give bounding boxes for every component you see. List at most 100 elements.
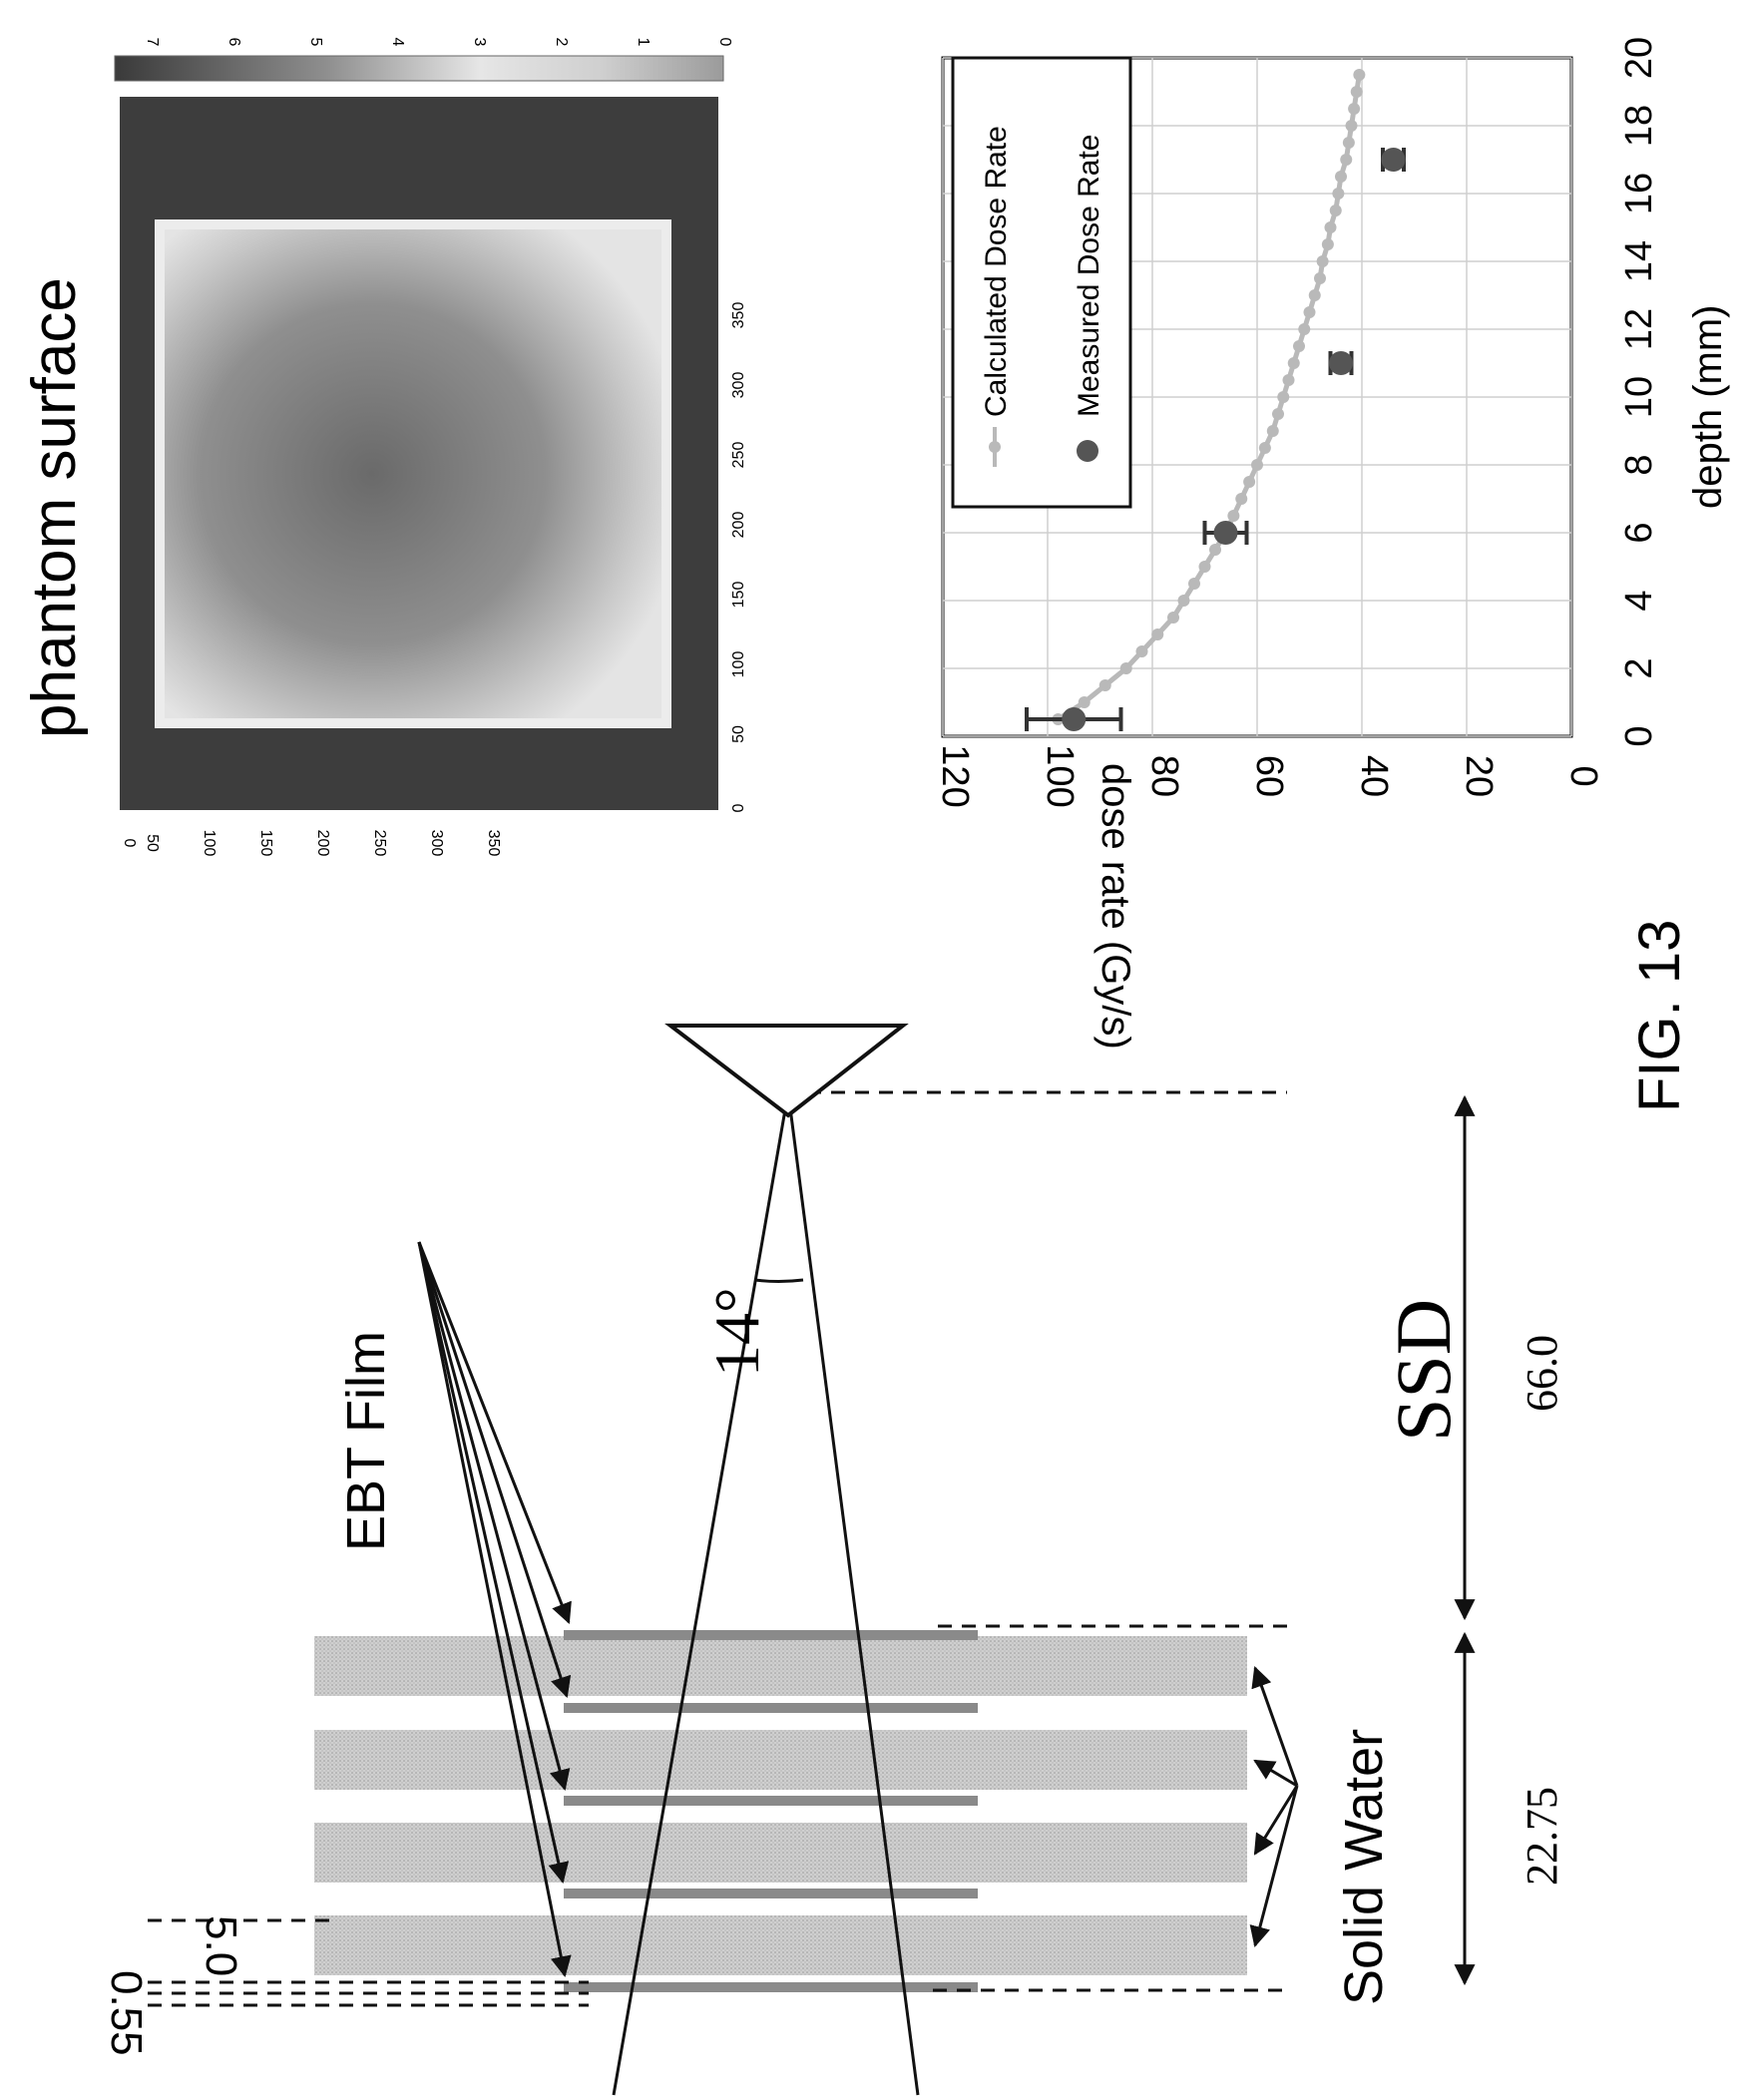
film-y-tick-label: 200 bbox=[314, 830, 331, 857]
colorbar-tick-label: 7 bbox=[144, 38, 161, 47]
chart-y-tick-label: 120 bbox=[934, 744, 976, 807]
chart-y-tick-label: 40 bbox=[1353, 755, 1395, 797]
ebt-film bbox=[564, 1703, 978, 1713]
measured-dose-point bbox=[1213, 521, 1238, 545]
calculated-dose-point bbox=[1235, 493, 1248, 505]
calculated-dose-point bbox=[1293, 340, 1305, 352]
chart-x-tick-label: 6 bbox=[1618, 522, 1660, 543]
film-image-title: phantom surface bbox=[20, 277, 89, 738]
reference-lines bbox=[148, 1090, 1287, 2007]
chart-y-tick-label: 0 bbox=[1562, 765, 1604, 786]
colorbar-tick-label: 0 bbox=[716, 38, 733, 47]
legend-calculated-label: Calculated Dose Rate bbox=[980, 126, 1013, 417]
solid-water-slab bbox=[314, 1730, 1247, 1790]
film-image-exposed-field bbox=[155, 219, 671, 728]
legend-measured-marker bbox=[1077, 440, 1098, 462]
calculated-dose-point bbox=[1298, 323, 1311, 335]
calculated-dose-point bbox=[1151, 629, 1164, 640]
legend-calculated-marker bbox=[989, 441, 1001, 453]
ebt-film bbox=[564, 1982, 978, 1992]
colorbar-tick-label: 6 bbox=[225, 38, 242, 47]
chart-y-tick-label: 80 bbox=[1143, 755, 1185, 797]
ssd-label: SSD bbox=[1380, 1299, 1467, 1442]
chart-x-axis-label: depth (mm) bbox=[1686, 305, 1730, 510]
solid-water-slab bbox=[314, 1915, 1247, 1975]
chart-y-tick-label: 60 bbox=[1248, 755, 1290, 797]
calculated-dose-point bbox=[1345, 120, 1358, 132]
calculated-dose-point bbox=[1119, 662, 1132, 674]
film-thickness-label: 0.55 bbox=[102, 1970, 151, 2056]
colorbar-tick-label: 2 bbox=[553, 38, 570, 47]
film-y-tick-label: 300 bbox=[428, 830, 445, 857]
colorbar-tick-label: 5 bbox=[307, 38, 324, 47]
calculated-dose-point bbox=[1329, 205, 1342, 216]
chart-legend-box bbox=[951, 56, 1132, 509]
calculated-dose-point bbox=[1303, 306, 1316, 318]
chart-x-tick-label: 20 bbox=[1618, 37, 1660, 79]
film-x-tick-label: 0 bbox=[730, 803, 747, 812]
chart-y-ticks: 0 20 40 60 80 100 120 bbox=[934, 744, 1604, 807]
film-x-tick-label: 100 bbox=[730, 651, 747, 678]
calculated-dose-point bbox=[1272, 408, 1284, 420]
calculated-dose-point bbox=[1314, 272, 1326, 284]
colorbar-tick-label: 4 bbox=[389, 38, 406, 47]
beam-angle-label: 14° bbox=[701, 1287, 772, 1377]
chart-y-tick-label: 20 bbox=[1458, 755, 1500, 797]
calculated-dose-point bbox=[1324, 221, 1337, 233]
calculated-dose-point bbox=[1287, 357, 1300, 369]
film-y-tick-label: 150 bbox=[257, 830, 274, 857]
beam-angle-arc bbox=[754, 1278, 804, 1283]
film-x-tick-label: 50 bbox=[730, 725, 747, 743]
calculated-dose-point bbox=[1350, 86, 1363, 98]
colorbar-tick-label: 1 bbox=[635, 38, 652, 47]
solid-water-slabs bbox=[314, 1636, 1247, 1975]
calculated-dose-point bbox=[1282, 374, 1295, 386]
ssd-value: 66.0 bbox=[1518, 1335, 1566, 1412]
ebt-films bbox=[564, 1630, 978, 1992]
calculated-dose-point bbox=[1332, 188, 1345, 200]
calculated-dose-point bbox=[1335, 171, 1347, 183]
calculated-dose-point bbox=[1098, 679, 1111, 691]
measured-dose-point bbox=[1381, 148, 1406, 172]
film-colorbar bbox=[114, 55, 724, 82]
calculated-dose-point bbox=[1078, 696, 1091, 708]
calculated-dose-point bbox=[1227, 510, 1240, 522]
film-x-tick-label: 300 bbox=[730, 372, 747, 399]
depth-value: 22.75 bbox=[1518, 1787, 1566, 1886]
chart-y-tick-label: 100 bbox=[1039, 744, 1081, 807]
film-x-tick-label: 250 bbox=[730, 442, 747, 469]
ebt-film-label: EBT Film bbox=[336, 1331, 396, 1551]
figure-label: FIG. 13 bbox=[1627, 920, 1692, 1112]
film-y-tick-label: 250 bbox=[371, 830, 388, 857]
measured-dose-point bbox=[1062, 707, 1087, 731]
chart-x-tick-label: 14 bbox=[1618, 240, 1660, 282]
calculated-dose-point bbox=[1243, 476, 1256, 488]
calculated-dose-point bbox=[1316, 255, 1329, 267]
slab-thickness-label: 5.0 bbox=[197, 1915, 245, 1976]
calculated-dose-point bbox=[1209, 544, 1221, 556]
film-y-tick-label: 350 bbox=[485, 830, 502, 857]
chart-series bbox=[1025, 69, 1406, 731]
calculated-dose-point bbox=[1308, 289, 1321, 301]
legend-measured-label: Measured Dose Rate bbox=[1073, 135, 1105, 417]
chart-x-tick-label: 18 bbox=[1618, 105, 1660, 147]
calculated-dose-point bbox=[1266, 425, 1279, 437]
calculated-dose-point bbox=[1258, 442, 1271, 454]
solid-water-slab bbox=[314, 1823, 1247, 1883]
film-y-tick-label: 100 bbox=[201, 830, 218, 857]
solid-water-label: Solid Water bbox=[1334, 1729, 1394, 2005]
calculated-dose-point bbox=[1277, 391, 1290, 403]
ebt-pointer-arrows bbox=[417, 1241, 572, 1978]
film-image-y-ticks: 50 100 150 200 250 300 350 0 bbox=[121, 830, 502, 857]
chart-x-tick-label: 2 bbox=[1618, 657, 1660, 678]
film-x-tick-label: 150 bbox=[730, 582, 747, 609]
film-y-tick-label: 0 bbox=[121, 839, 138, 848]
calculated-dose-point bbox=[1188, 578, 1200, 590]
dose-rate-chart: 0 2 4 6 8 10 12 14 16 18 20 0 20 40 60 80 100 120 depth … bbox=[934, 37, 1730, 1050]
solid-water-pointer-arrows bbox=[1249, 1666, 1299, 1948]
chart-x-tick-label: 16 bbox=[1618, 173, 1660, 214]
calculated-dose-point bbox=[1353, 69, 1366, 81]
film-image-x-ticks: 0 50 100 150 200 250 300 350 bbox=[730, 302, 747, 813]
calculated-dose-point bbox=[1251, 459, 1263, 471]
